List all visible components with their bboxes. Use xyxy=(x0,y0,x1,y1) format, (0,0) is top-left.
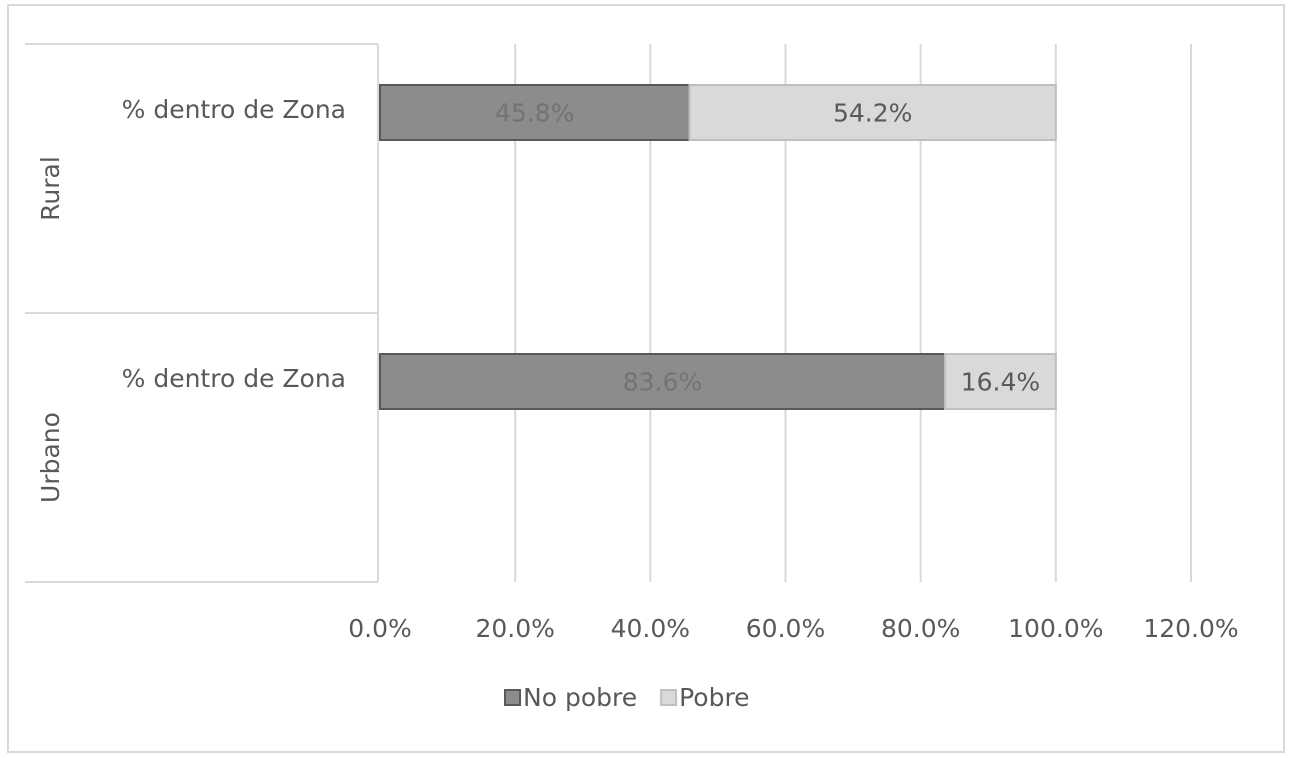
group-label: Rural xyxy=(36,156,65,221)
bar-segment xyxy=(688,84,1057,141)
data-label: 16.4% xyxy=(961,368,1040,397)
legend-swatch xyxy=(660,689,678,706)
category-label: % dentro de Zona xyxy=(122,95,346,124)
x-tick-label: 40.0% xyxy=(611,614,690,643)
bar-segment xyxy=(379,84,691,141)
x-tick-label: 80.0% xyxy=(881,614,960,643)
bar-segment xyxy=(379,353,946,410)
group-label: Urbano xyxy=(36,412,65,503)
legend-swatch xyxy=(504,689,521,706)
data-label: 45.8% xyxy=(495,99,574,128)
chart-frame xyxy=(7,4,1285,753)
x-tick-label: 0.0% xyxy=(348,614,412,643)
data-label: 83.6% xyxy=(623,368,702,397)
legend-label: No pobre xyxy=(523,683,637,712)
x-tick-label: 60.0% xyxy=(746,614,825,643)
bar-segment xyxy=(943,353,1057,410)
x-tick-label: 100.0% xyxy=(1008,614,1103,643)
x-tick-label: 20.0% xyxy=(475,614,554,643)
x-tick-label: 120.0% xyxy=(1143,614,1238,643)
legend-label: Pobre xyxy=(679,683,749,712)
data-label: 54.2% xyxy=(833,99,912,128)
category-label: % dentro de Zona xyxy=(122,364,346,393)
